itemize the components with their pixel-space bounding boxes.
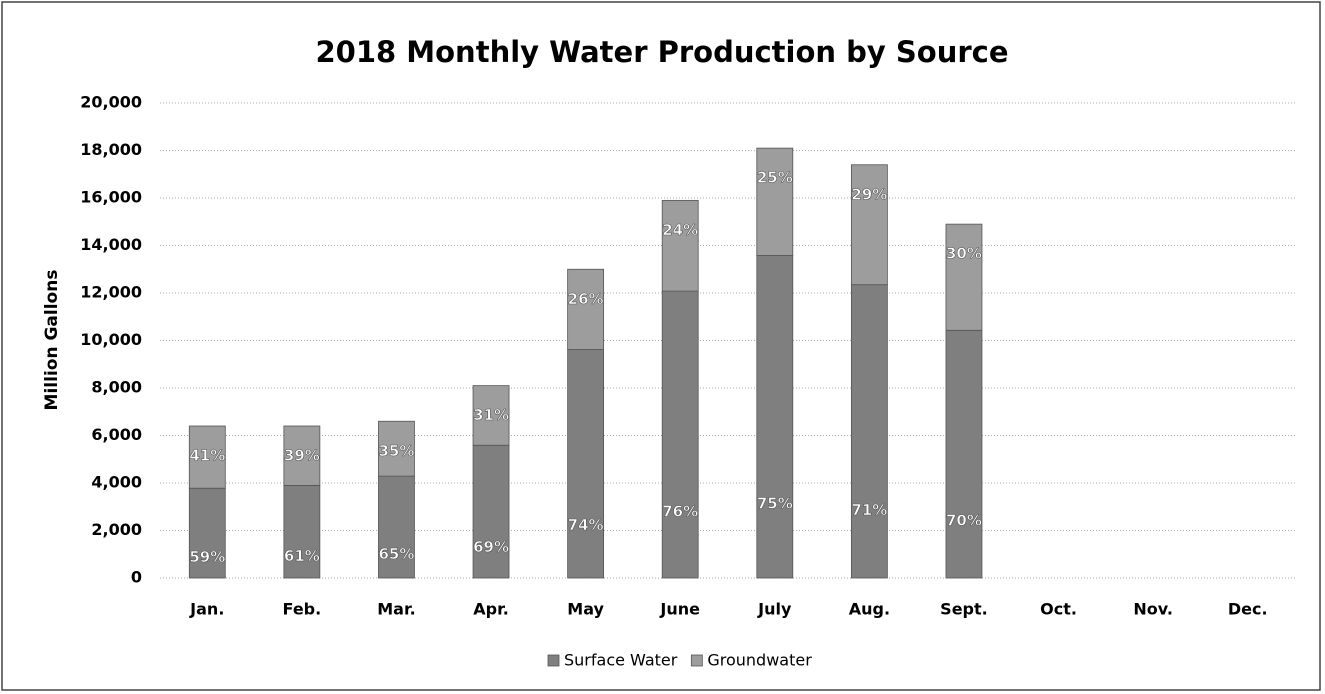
data-label: 69% (473, 538, 509, 556)
data-label: 35% (379, 442, 415, 460)
x-tick-label: Apr. (473, 600, 509, 619)
bar-segment (850, 164, 888, 286)
bar-segment (567, 268, 605, 350)
bar-segment (378, 475, 415, 579)
data-label: 39% (284, 447, 320, 465)
data-label: 75% (757, 494, 793, 512)
bar-segment (945, 329, 983, 579)
y-axis-label: Million Gallons (42, 270, 62, 411)
data-label: 25% (757, 169, 793, 187)
x-tick-label: Oct. (1040, 600, 1077, 619)
x-tick-label: Dec. (1228, 600, 1268, 619)
y-tick-label: 2,000 (91, 520, 142, 539)
data-label: 29% (851, 185, 887, 203)
data-label: 74% (568, 516, 604, 534)
data-label: 30% (946, 245, 982, 263)
data-label: 41% (189, 447, 225, 465)
data-label: 76% (662, 503, 698, 521)
y-tick-label: 16,000 (80, 188, 142, 207)
y-tick-label: 20,000 (80, 93, 142, 112)
data-label: 61% (284, 547, 320, 565)
x-tick-label: Nov. (1133, 600, 1173, 619)
x-tick-label: Sept. (940, 600, 988, 619)
x-tick-label: July (757, 600, 792, 619)
data-label: 26% (568, 290, 604, 308)
bar-segment (850, 284, 888, 579)
data-label: 71% (851, 501, 887, 519)
y-tick-label: 18,000 (80, 140, 142, 159)
bar-segment (661, 199, 699, 292)
legend-swatch (690, 654, 703, 667)
legend-label: Surface Water (564, 651, 678, 670)
x-tick-label: May (567, 600, 604, 619)
x-tick-label: June (659, 600, 700, 619)
bar-segment (188, 487, 226, 579)
x-tick-label: Feb. (283, 600, 322, 619)
data-label: 70% (946, 512, 982, 530)
bar-segment (188, 425, 226, 489)
bar-segment (472, 444, 510, 579)
bar-segment (756, 255, 794, 579)
x-tick-label: Aug. (849, 600, 890, 619)
y-tick-label: 4,000 (91, 473, 142, 492)
data-label: 24% (662, 221, 698, 239)
y-tick-label: 6,000 (91, 425, 142, 444)
data-label: 65% (379, 545, 415, 563)
legend-label: Groundwater (707, 651, 812, 670)
y-tick-label: 10,000 (80, 330, 142, 349)
bar-segment (472, 385, 510, 446)
bar-segment (283, 484, 321, 579)
data-label: 31% (473, 406, 509, 424)
bar-segment (756, 147, 794, 256)
x-tick-label: Mar. (377, 600, 415, 619)
data-label: 59% (189, 548, 225, 566)
bar-segment (567, 349, 605, 579)
y-tick-label: 14,000 (80, 235, 142, 254)
y-tick-label: 0 (131, 568, 142, 587)
chart-title: 2018 Monthly Water Production by Source (315, 35, 1008, 69)
legend-swatch (547, 654, 560, 667)
bar-segment (661, 290, 699, 579)
bar-segment (945, 223, 983, 331)
bar-segment (283, 425, 321, 486)
y-tick-label: 12,000 (80, 283, 142, 302)
y-tick-label: 8,000 (91, 378, 142, 397)
bar-segment (378, 420, 415, 477)
x-tick-label: Jan. (189, 600, 224, 619)
